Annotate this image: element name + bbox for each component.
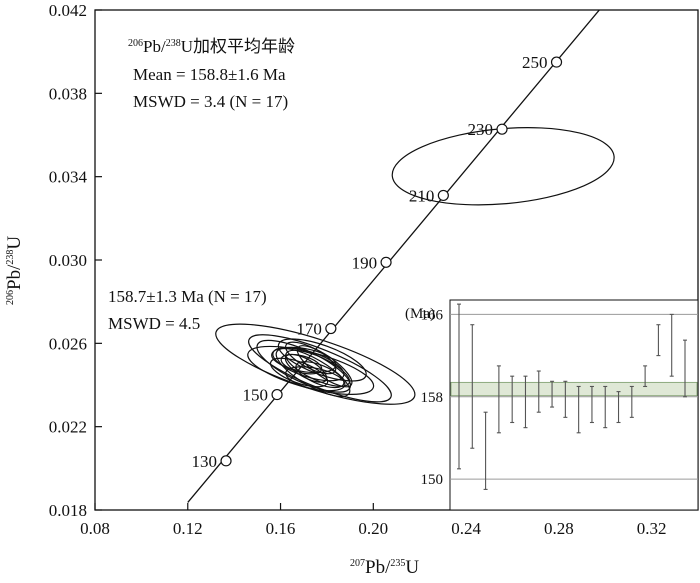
error-ellipse — [248, 334, 392, 403]
error-ellipse — [269, 357, 329, 388]
concordia-age-point — [325, 322, 337, 335]
concordia-age-label: 150 — [243, 386, 269, 405]
inset-y-tick-label: 150 — [421, 472, 444, 488]
concordia-age-label: 190 — [352, 253, 378, 272]
inset-y-tick-label: 166 — [421, 307, 444, 323]
concordia-age-text: 158.7±1.3 Ma (N = 17) — [108, 287, 267, 306]
ylabel-base-u: U — [4, 236, 25, 250]
concordia-curve — [187, 10, 601, 503]
error-ellipse — [295, 361, 345, 389]
weighted-mean-mswd: MSWD = 3.4 (N = 17) — [133, 92, 288, 111]
title-base-u: U加权平均年龄 — [181, 37, 295, 56]
y-tick-label: 0.042 — [49, 1, 87, 20]
y-tick-label: 0.018 — [49, 501, 87, 520]
concordia-age-label: 250 — [522, 53, 548, 72]
ylabel-sup-206: 206 — [5, 290, 16, 305]
inset-error-bars — [457, 303, 687, 490]
concordia-age-point — [380, 256, 392, 268]
xlabel-sup-235: 235 — [390, 558, 405, 569]
title-base-pb: Pb/ — [143, 37, 166, 56]
ylabel-base-pb: Pb/ — [4, 264, 25, 290]
x-tick-label: 0.08 — [80, 519, 110, 538]
error-ellipse — [271, 346, 337, 374]
error-ellipse — [284, 353, 328, 383]
error-ellipse — [280, 353, 323, 375]
x-tick-label: 0.32 — [637, 519, 667, 538]
concordia-age-point — [271, 388, 283, 401]
y-tick-label: 0.022 — [49, 418, 87, 437]
y-tick-label: 0.034 — [49, 168, 88, 187]
x-tick-label: 0.28 — [544, 519, 574, 538]
inset-frame — [449, 299, 699, 511]
y-axis-label: 206Pb/238U — [4, 236, 25, 305]
x-tick-labels: 0.08 0.12 0.16 0.20 0.24 0.28 0.32 — [80, 519, 666, 538]
concordia-mswd-text: MSWD = 4.5 — [108, 314, 200, 333]
xlabel-sup-207: 207 — [350, 558, 365, 569]
y-tick-label: 0.030 — [49, 251, 87, 270]
concordia-age-label: 230 — [468, 120, 494, 139]
weighted-mean-value: Mean = 158.8±1.6 Ma — [133, 65, 286, 84]
y-tick-label: 0.038 — [49, 84, 87, 103]
inset-mean-band — [450, 381, 698, 397]
inset-y-tick-labels: 166 158 150 — [421, 307, 444, 488]
concordia-age-markers: 130 150 170 190 210 230 250 — [192, 53, 563, 471]
inset-y-tick-label: 158 — [421, 390, 444, 406]
error-ellipse — [285, 366, 346, 392]
xlabel-base-pb: Pb/ — [365, 557, 391, 578]
concordia-age-label: 130 — [192, 452, 218, 471]
x-tick-label: 0.12 — [173, 519, 203, 538]
x-tick-label: 0.20 — [358, 519, 388, 538]
concordia-age-label: 170 — [296, 320, 322, 339]
error-ellipse — [275, 347, 351, 398]
y-tick-label: 0.026 — [49, 334, 87, 353]
concordia-age-label: 210 — [409, 186, 435, 205]
xlabel-base-u: U — [405, 557, 419, 578]
ylabel-sup-238: 238 — [5, 250, 16, 265]
concordia-age-point — [437, 189, 449, 202]
concordia-age-point — [220, 455, 232, 467]
error-ellipse — [296, 345, 353, 388]
concordia-age-point — [550, 56, 563, 68]
title-sup-206: 206 — [128, 38, 143, 49]
title-sup-238: 238 — [166, 38, 181, 49]
y-tick-labels: 0.018 0.022 0.026 0.030 0.034 0.038 0.042 — [49, 1, 88, 520]
error-ellipse — [285, 349, 351, 387]
concordia-age-point — [496, 123, 508, 135]
inset-weighted-mean-plot: (Ma) 166 158 150 — [405, 299, 699, 511]
x-tick-label: 0.16 — [266, 519, 296, 538]
weighted-mean-title: 206Pb/238U加权平均年龄 — [128, 37, 295, 56]
x-tick-label: 0.24 — [451, 519, 481, 538]
inset-y-unit: (Ma) — [405, 306, 435, 322]
x-axis-label: 207Pb/235U — [350, 557, 419, 578]
error-ellipses — [215, 127, 615, 405]
